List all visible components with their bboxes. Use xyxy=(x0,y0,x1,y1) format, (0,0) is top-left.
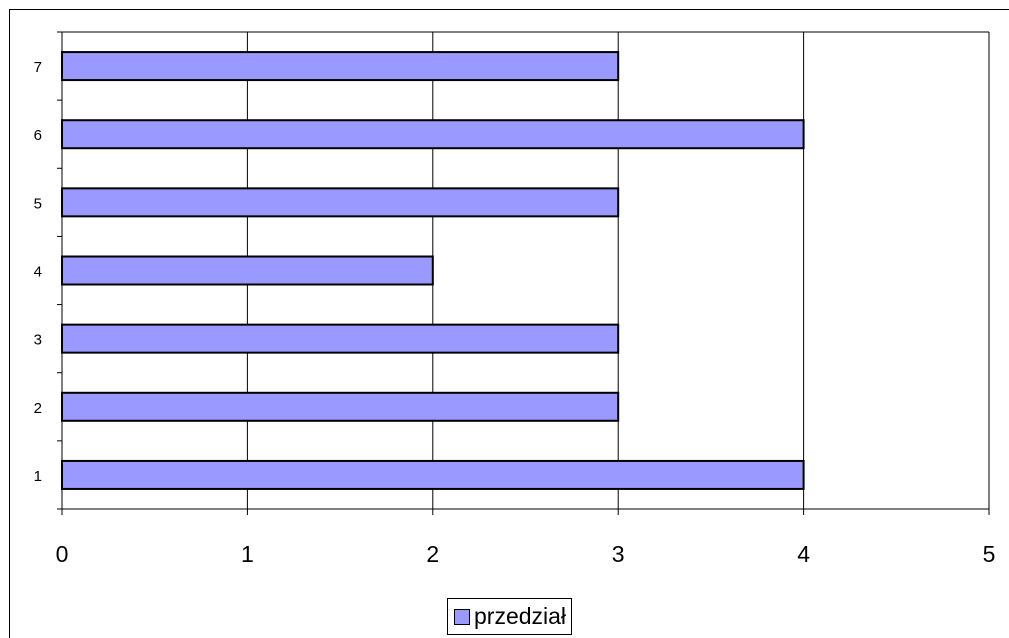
y-tick-label: 5 xyxy=(34,195,42,212)
y-tick-label: 1 xyxy=(34,468,42,485)
y-tick-label: 2 xyxy=(34,400,42,417)
bar xyxy=(61,323,620,354)
bar xyxy=(61,459,805,490)
y-tick-label: 7 xyxy=(34,59,42,76)
x-tick-label: 2 xyxy=(426,541,439,567)
y-tick-label: 3 xyxy=(34,332,42,349)
bar xyxy=(61,187,620,218)
x-tick-label: 4 xyxy=(797,541,810,567)
y-tick-label: 6 xyxy=(34,127,42,144)
y-tick-label: 4 xyxy=(34,264,42,281)
legend: przedział xyxy=(447,598,573,635)
bar xyxy=(61,255,434,286)
x-tick-label: 0 xyxy=(56,541,69,567)
bar xyxy=(61,391,620,422)
x-tick-label: 3 xyxy=(612,541,625,567)
legend-swatch xyxy=(454,608,470,625)
x-tick-label: 5 xyxy=(983,541,996,567)
chart-frame xyxy=(9,9,1009,638)
bar xyxy=(61,51,620,82)
x-tick-label: 1 xyxy=(241,541,254,567)
legend-label: przedział xyxy=(474,603,567,629)
bar xyxy=(61,119,805,150)
